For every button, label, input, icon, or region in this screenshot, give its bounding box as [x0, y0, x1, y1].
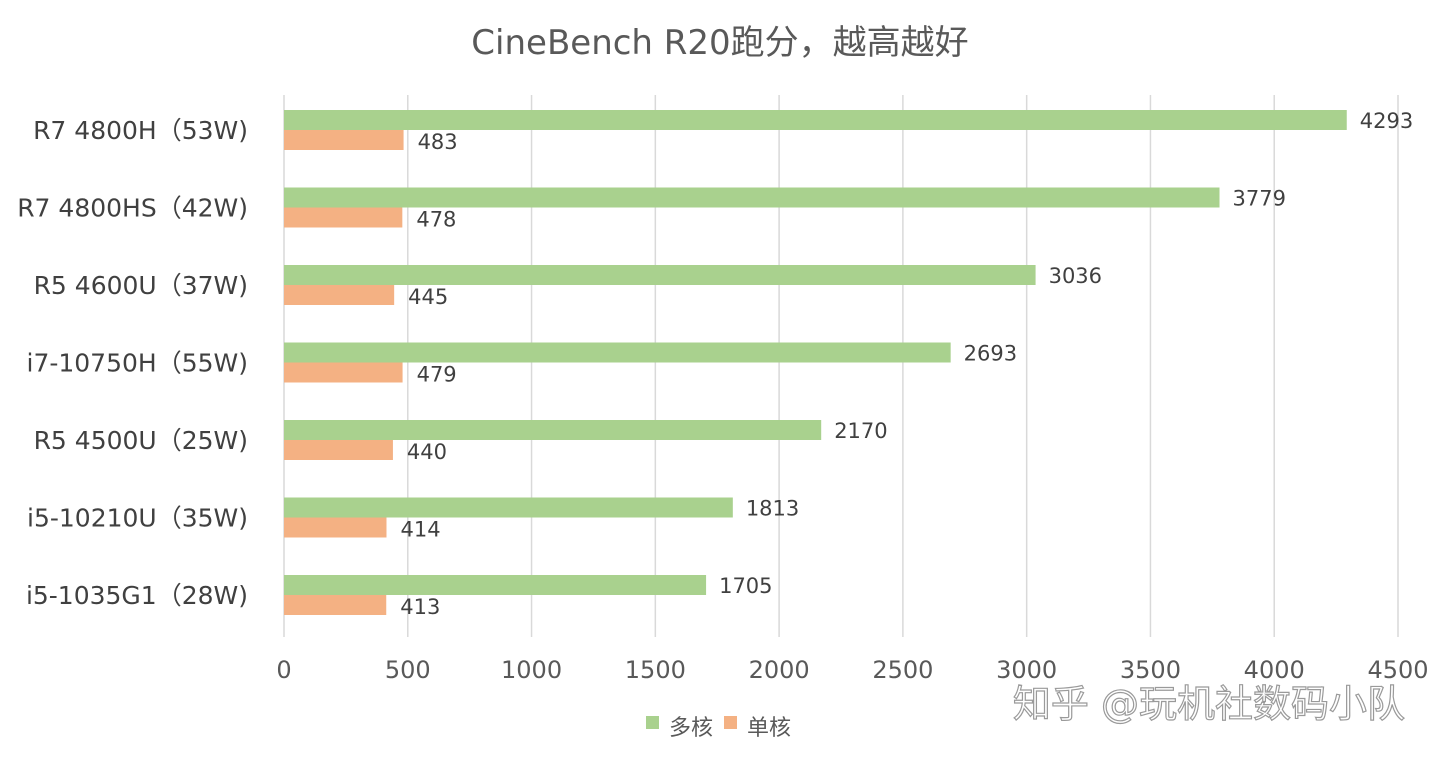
data-label: 483 — [418, 130, 458, 154]
category-label: R7 4800H（53W) — [33, 116, 248, 145]
bar-single — [284, 207, 403, 228]
data-label: 478 — [416, 208, 456, 232]
bars — [284, 110, 1347, 615]
labels: 0 500 1000 1500 2000 2500 3000 3500 4000 4500 R7 4… — [17, 109, 1428, 684]
x-tick-label: 3500 — [1120, 656, 1181, 684]
bar-single — [284, 285, 395, 305]
category-label: i5-10210U（35W) — [27, 504, 248, 533]
bar-single — [284, 595, 387, 615]
data-label: 445 — [408, 285, 448, 309]
bar-multi — [284, 420, 822, 440]
data-label: 2170 — [834, 419, 887, 443]
x-tick-label: 2000 — [749, 656, 810, 684]
bar-multi — [284, 110, 1347, 130]
x-tick-label: 0 — [276, 656, 291, 684]
bar-multi — [284, 265, 1036, 285]
legend: 多核 单核 — [646, 716, 791, 741]
bar-single — [284, 517, 387, 538]
bar-single — [284, 440, 393, 460]
legend-label: 单核 — [747, 716, 791, 741]
data-label: 440 — [407, 440, 447, 464]
x-tick-label: 4000 — [1244, 656, 1305, 684]
x-tick-label: 3000 — [996, 656, 1057, 684]
x-tick-label: 1000 — [501, 656, 562, 684]
category-label: R5 4500U（25W) — [34, 426, 248, 455]
category-label: i5-1035G1（28W) — [26, 581, 248, 610]
x-tick-label: 4500 — [1367, 656, 1428, 684]
data-label: 4293 — [1360, 109, 1413, 133]
data-label: 2693 — [964, 342, 1017, 366]
bar-multi — [284, 187, 1220, 208]
data-label: 3779 — [1233, 187, 1286, 211]
category-label: i7-10750H（55W) — [27, 349, 249, 378]
legend-swatch — [724, 716, 737, 729]
bar-multi — [284, 497, 733, 518]
data-label: 1813 — [746, 497, 799, 521]
chart-title: CineBench R20跑分，越高越好 — [471, 23, 968, 63]
bar-multi — [284, 342, 951, 363]
legend-swatch — [646, 716, 659, 729]
bar-single — [284, 362, 403, 383]
legend-label: 多核 — [669, 716, 713, 741]
x-tick-label: 2500 — [872, 656, 933, 684]
x-tick-label: 500 — [385, 656, 431, 684]
data-label: 1705 — [719, 574, 772, 598]
category-label: R7 4800HS（42W) — [17, 194, 248, 223]
bar-multi — [284, 575, 707, 595]
data-label: 413 — [400, 595, 440, 619]
x-tick-label: 1500 — [625, 656, 686, 684]
watermark-text: 知乎 @玩机社数码小队 — [1013, 682, 1405, 726]
category-label: R5 4600U（37W) — [34, 271, 248, 300]
data-label: 3036 — [1049, 264, 1102, 288]
gridlines — [283, 95, 1399, 637]
data-label: 414 — [400, 518, 440, 542]
bar-single — [284, 130, 404, 150]
data-label: 479 — [417, 363, 457, 387]
